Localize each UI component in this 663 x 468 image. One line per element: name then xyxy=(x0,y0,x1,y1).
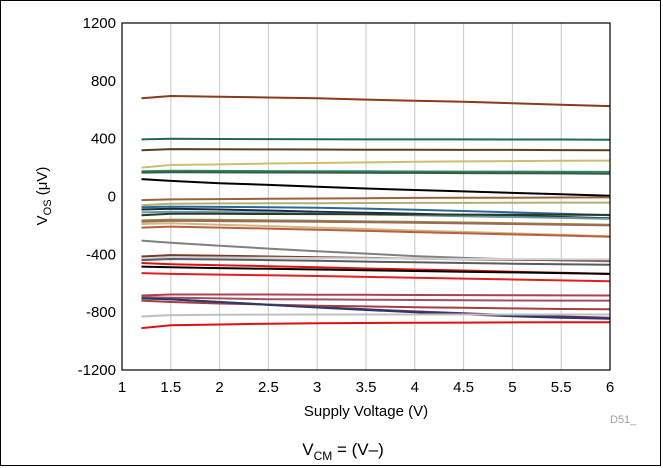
series-line-6 xyxy=(141,171,611,175)
y-axis-label: VOS (μV) xyxy=(34,167,54,226)
series-line-28 xyxy=(141,299,611,311)
series-line-8 xyxy=(141,196,611,202)
x-tick-label-2: 2 xyxy=(215,379,223,396)
y-tick-label-4: -400 xyxy=(86,246,116,263)
x-tick-labels: 1 1.5 2 2.5 3 3.5 4 4.5 5 5.5 6 xyxy=(118,379,614,396)
series-line-1 xyxy=(141,95,611,108)
figure-code: D51_ xyxy=(610,414,637,426)
caption-sub: CM xyxy=(314,449,333,463)
y-tick-label-6: -1200 xyxy=(78,362,116,379)
series-line-9 xyxy=(141,201,610,207)
series-lines xyxy=(141,95,611,330)
x-tick-label-5: 3.5 xyxy=(356,379,377,396)
x-tick-label-8: 5 xyxy=(508,379,516,396)
x-tick-label-1: 1.5 xyxy=(160,379,181,396)
y-tick-label-1: 800 xyxy=(91,73,116,90)
series-line-29 xyxy=(141,297,611,320)
y-tick-label-2: 400 xyxy=(91,131,116,148)
series-line-31 xyxy=(141,321,610,330)
y-axis-label-unit: (μV) xyxy=(34,167,51,200)
series-line-15 xyxy=(141,219,611,227)
caption-main: V xyxy=(302,440,314,459)
caption-rest: = (V–) xyxy=(332,440,384,459)
series-line-5 xyxy=(141,169,611,173)
series-line-23 xyxy=(141,265,611,275)
caption: VCM = (V–) xyxy=(302,440,384,463)
series-line-26 xyxy=(141,296,610,302)
series-line-30 xyxy=(141,313,610,318)
y-tick-labels: 1200 800 400 0 -400 -800 -1200 xyxy=(78,15,116,379)
series-line-7 xyxy=(141,178,611,197)
x-tick-label-7: 4.5 xyxy=(453,379,474,396)
y-tick-label-3: 0 xyxy=(108,189,116,206)
x-tick-label-9: 5.5 xyxy=(551,379,572,396)
series-line-4 xyxy=(141,159,611,169)
x-tick-label-10: 6 xyxy=(606,379,614,396)
series-line-25 xyxy=(141,293,611,297)
grid-lines xyxy=(170,23,562,370)
x-tick-label-4: 3 xyxy=(313,379,321,396)
series-line-21 xyxy=(141,258,611,266)
y-axis-label-main: V xyxy=(34,215,51,225)
x-tick-label-6: 4 xyxy=(411,379,419,396)
x-tick-label-3: 2.5 xyxy=(258,379,279,396)
series-line-13 xyxy=(141,212,611,217)
series-line-3 xyxy=(141,148,611,152)
series-line-10 xyxy=(141,205,611,217)
x-axis-label: Supply Voltage (V) xyxy=(304,403,428,420)
x-tick-label-0: 1 xyxy=(118,379,126,396)
series-line-20 xyxy=(141,256,611,261)
y-tick-label-0: 1200 xyxy=(83,15,116,32)
y-tick-label-5: -800 xyxy=(86,304,116,321)
y-axis-label-sub: OS xyxy=(42,199,54,215)
series-line-2 xyxy=(141,137,611,141)
series-line-24 xyxy=(141,272,611,283)
plot-area xyxy=(121,22,611,371)
series-line-17 xyxy=(141,225,611,238)
